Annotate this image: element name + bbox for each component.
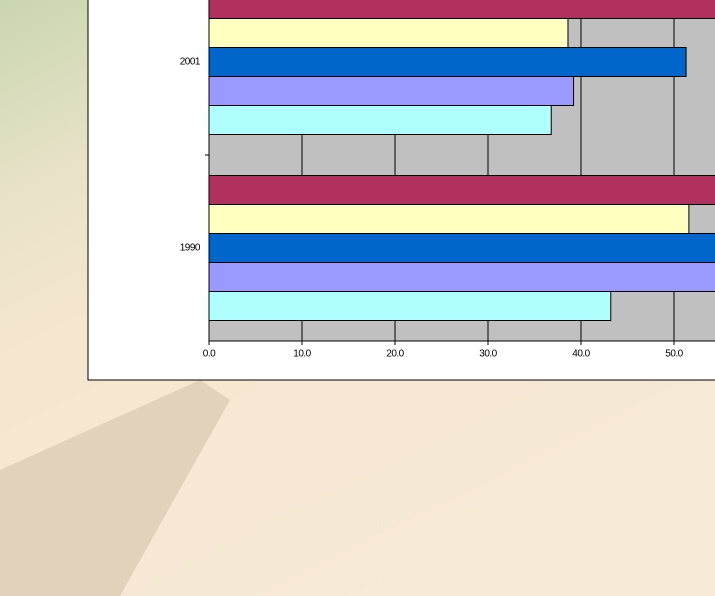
y-tick-label: 2001 [180,57,201,68]
y-tick-label: 1990 [180,243,201,254]
bar [208,175,715,205]
bar [208,76,575,106]
bar [208,262,715,292]
bar [208,105,552,135]
x-tick-label: 0.0 [203,349,216,360]
bar [208,18,569,48]
bars [208,0,715,321]
x-tick-label: 10.0 [293,349,311,360]
boat [0,380,230,596]
x-tick-label: 20.0 [386,349,404,360]
bar [208,291,612,321]
x-tick-label: 40.0 [572,349,590,360]
bar [208,0,715,19]
bar [208,47,687,77]
x-tick-label: 50.0 [665,349,683,360]
bar [208,233,715,263]
x-tick-label: 30.0 [479,349,497,360]
bar [208,204,690,234]
